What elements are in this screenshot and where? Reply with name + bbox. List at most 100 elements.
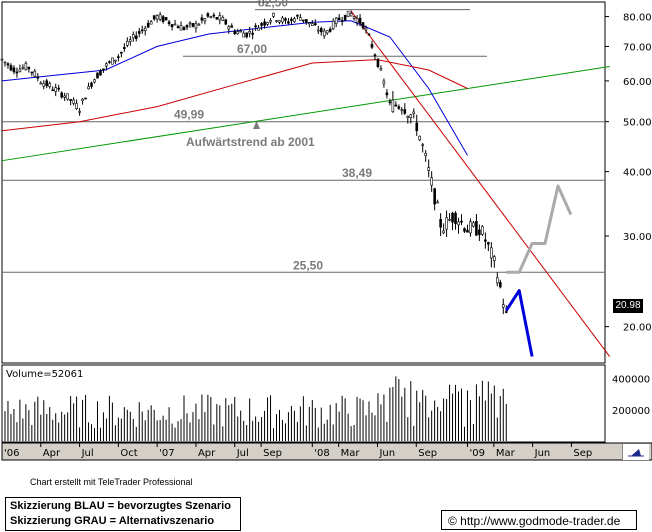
candle-body xyxy=(105,63,108,67)
candle-body xyxy=(69,99,72,101)
candle-body xyxy=(131,34,135,39)
candle-body xyxy=(481,226,484,235)
candle-body xyxy=(170,24,174,28)
candle-body xyxy=(263,21,266,26)
candle-body xyxy=(173,23,177,26)
candle-body xyxy=(290,18,293,21)
red-moving-average xyxy=(1,59,468,132)
level-label: 49,99 xyxy=(174,108,204,122)
level-label: 25,50 xyxy=(293,258,323,272)
x-tick-label: Jul xyxy=(81,448,94,459)
candle-body xyxy=(126,41,129,46)
candle-body xyxy=(254,25,257,28)
volume-tick-label: 200000 xyxy=(612,406,650,417)
candle-body xyxy=(146,22,150,28)
candle-body xyxy=(191,23,195,27)
horizontal-levels: 82,50 67,00 49,99 38,49 25,50 xyxy=(2,0,604,273)
candle-body xyxy=(352,16,356,19)
moving-averages xyxy=(1,20,468,156)
candle-body xyxy=(212,14,216,17)
candle-body xyxy=(203,18,207,22)
candle-body xyxy=(343,14,347,21)
level-label: 82,50 xyxy=(258,0,288,10)
y-tick-label: 20.00 xyxy=(623,323,652,334)
candle-body xyxy=(90,82,93,87)
candle-body xyxy=(504,311,508,313)
legend-grey: Skizzierung GRAU = Alternativszenario xyxy=(10,515,215,527)
candle-body xyxy=(496,277,499,284)
candle-body xyxy=(84,97,87,100)
candle-body xyxy=(302,19,305,22)
candle-body xyxy=(361,22,365,29)
candle-body xyxy=(75,103,78,110)
candle-body xyxy=(331,20,335,30)
candle-body xyxy=(93,79,96,83)
candle-body xyxy=(30,71,34,74)
scroll-button[interactable] xyxy=(622,444,649,460)
candle-body xyxy=(313,23,317,26)
candle-body xyxy=(251,32,254,35)
candle-body xyxy=(155,15,159,20)
candle-body xyxy=(242,32,245,38)
candle-body xyxy=(355,18,359,23)
candle-body xyxy=(364,27,368,31)
candle-body xyxy=(99,70,102,76)
candle-body xyxy=(158,14,162,20)
candle-body xyxy=(111,57,114,65)
candle-body xyxy=(108,61,111,63)
candle-body xyxy=(293,18,296,23)
candle-body xyxy=(117,56,120,59)
candle-body xyxy=(325,30,329,34)
candle-body xyxy=(433,188,436,205)
legend-blue: Skizzierung BLAU = bevorzugtes Szenario xyxy=(10,500,231,512)
candle-body xyxy=(0,58,4,61)
candle-body xyxy=(373,54,377,57)
main-plot-frame xyxy=(1,1,606,364)
y-tick-label: 30.00 xyxy=(623,232,652,243)
candle-body xyxy=(87,86,90,90)
x-tick-label: Oct xyxy=(120,448,137,459)
candle-body xyxy=(236,31,240,35)
candle-body xyxy=(27,66,31,70)
candle-body xyxy=(129,39,132,42)
last-price-tag: 20.98 xyxy=(613,299,643,313)
candle-body xyxy=(305,19,308,23)
candle-body xyxy=(57,87,60,90)
candle-body xyxy=(281,17,284,23)
x-tick-label: Sep xyxy=(573,448,592,459)
x-tick-label: Mar xyxy=(496,448,516,459)
uptrend-annotation: Aufwärtstrend ab 2001 xyxy=(186,135,315,149)
x-tick-label: '08 xyxy=(314,448,329,459)
candle-body xyxy=(388,101,392,104)
candle-body xyxy=(397,106,401,109)
candle-body xyxy=(379,68,383,71)
volume-tick-label: 400000 xyxy=(612,375,650,386)
candle-body xyxy=(21,67,25,69)
candle-body xyxy=(418,135,422,141)
candle-body xyxy=(430,177,433,186)
candle-body xyxy=(221,17,225,21)
candle-body xyxy=(54,87,58,92)
candle-body xyxy=(209,16,213,18)
candle-body xyxy=(278,20,281,23)
scenario-sketches xyxy=(505,184,573,357)
candle-body xyxy=(316,29,320,32)
candle-body xyxy=(493,256,496,261)
candle-body xyxy=(436,201,439,204)
x-tick-label: Jul xyxy=(236,448,249,459)
downtrend-trendline xyxy=(350,10,611,357)
candle-body xyxy=(48,83,52,87)
candle-body xyxy=(96,72,99,79)
candle-body xyxy=(218,15,222,21)
candle-body xyxy=(200,17,204,21)
candle-body xyxy=(260,23,263,26)
candle-body xyxy=(224,19,228,25)
candle-body xyxy=(322,30,326,37)
source-link[interactable]: © http://www.godmode-trader.de xyxy=(441,510,637,530)
x-tick-label: Jun xyxy=(534,448,551,459)
candle-body xyxy=(391,99,395,113)
candle-body xyxy=(194,23,198,29)
candle-body xyxy=(230,25,234,28)
candle-body xyxy=(66,93,69,100)
